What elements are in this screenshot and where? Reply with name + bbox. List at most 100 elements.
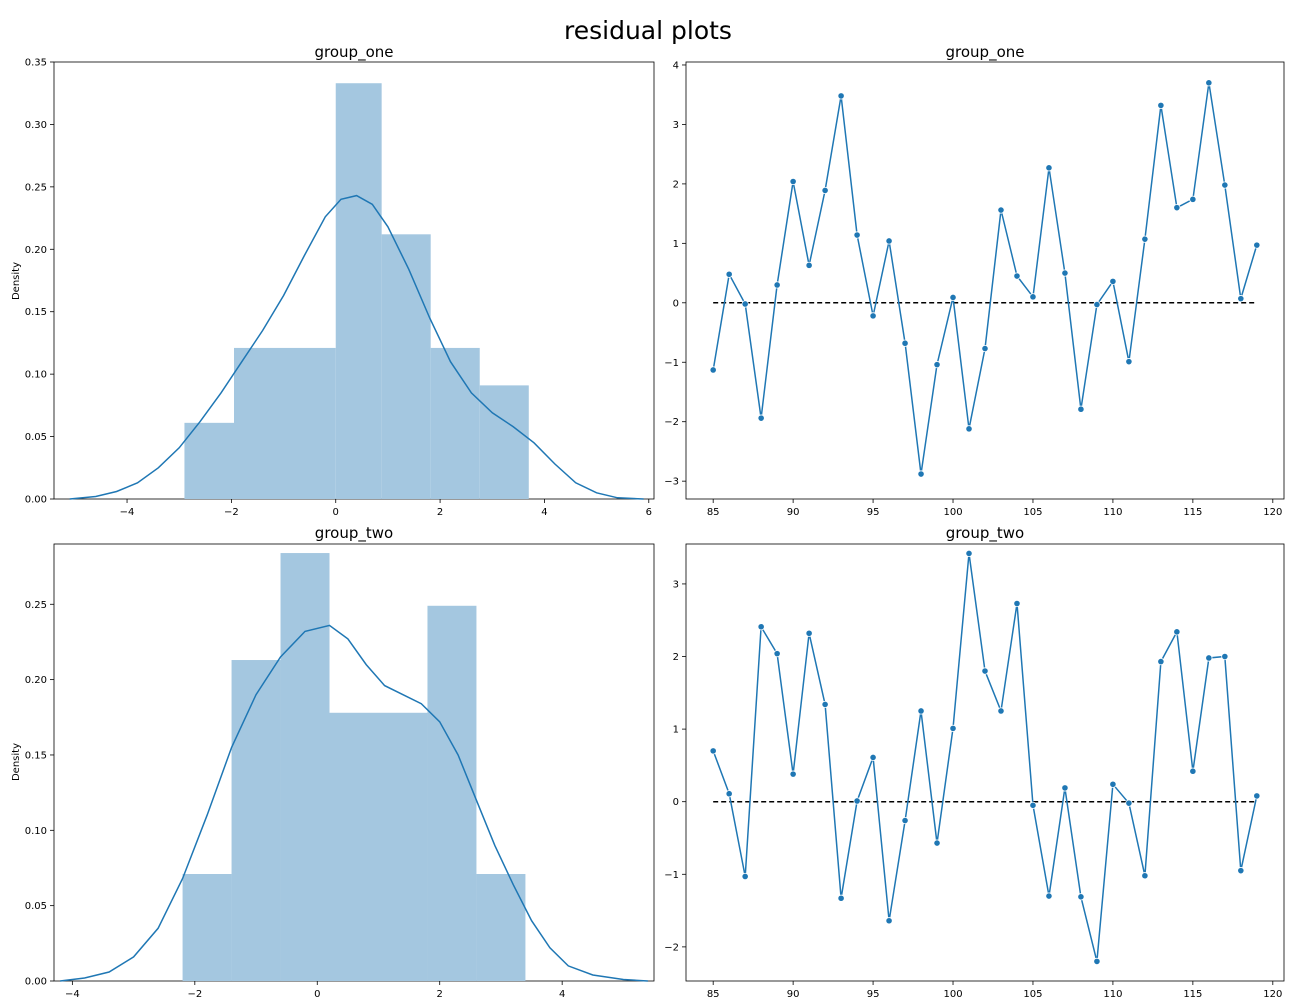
residuals-group-one-point (709, 366, 717, 374)
residuals-group-one-point (949, 293, 957, 302)
residuals-group-one-point (805, 261, 813, 269)
histogram-group-two-ytick-label: 0.15 (25, 750, 47, 761)
histogram-group-one-xtick-label: −4 (120, 507, 135, 518)
histogram-group-two-xtick-label: 2 (437, 989, 443, 1000)
residuals-group-one-point (965, 425, 973, 433)
residuals-group-two-point (997, 707, 1005, 715)
residuals-group-one-point (901, 339, 909, 347)
residuals-group-two-xtick-label: 90 (787, 989, 800, 1000)
residuals-group-one-ytick-label: −2 (664, 417, 679, 428)
residuals-group-two-point (789, 770, 797, 778)
histogram-group-one-ytick-label: 0.30 (25, 120, 47, 131)
residuals-group-two-point (1237, 867, 1245, 875)
residuals-group-two-point (709, 747, 717, 755)
residuals-group-one-point (725, 270, 733, 278)
residuals-group-two-point (1045, 892, 1053, 900)
residuals-group-two-xtick-label: 100 (943, 989, 962, 1000)
residuals-group-two-xtick-label: 120 (1263, 989, 1282, 1000)
residuals-group-two-xtick-label: 110 (1103, 989, 1122, 1000)
residuals-group-two-ytick-label: −2 (664, 942, 679, 953)
residuals-group-two-ytick-label: 0 (673, 797, 679, 808)
residuals-group-two-point (725, 790, 733, 798)
residuals-group-two-point (1061, 784, 1069, 792)
residuals-group-one-point (853, 231, 861, 239)
residuals-group-one-ytick-label: 4 (673, 60, 679, 71)
histogram-group-two-bin-bar (476, 874, 526, 981)
residuals-group-two-point (949, 724, 957, 732)
residuals-group-one-ytick-label: 3 (673, 120, 679, 131)
residuals-group-one-point (1013, 272, 1021, 280)
histogram-group-two-title: group_two (315, 524, 393, 543)
residuals-group-two-point (933, 839, 941, 847)
residuals-group-one-point (1141, 235, 1149, 243)
residuals-group-two-point (1221, 652, 1229, 661)
residuals-group-two-axes-frame (685, 543, 1285, 982)
residuals-group-one-xtick-label: 105 (1023, 507, 1042, 518)
histogram-group-one-ytick-label: 0.15 (25, 307, 47, 318)
residuals-group-two-xtick-label: 105 (1023, 989, 1042, 1000)
residuals-group-one-point (1253, 241, 1261, 249)
residuals-group-two-point (885, 917, 893, 925)
residuals-group-two-point (1141, 872, 1149, 880)
residuals-group-one-point (757, 414, 765, 422)
residuals-group-one-point (1125, 358, 1133, 366)
histogram-group-two-kde-curve (60, 624, 648, 982)
histogram-group-two-xtick-label: −4 (65, 989, 80, 1000)
residuals-group-one-title: group_one (946, 43, 1025, 62)
residuals-group-one-point (1077, 405, 1085, 413)
residuals-group-two-point (917, 707, 925, 715)
histogram-group-one-bin-bar (381, 234, 431, 499)
histogram-group-one-xtick-label: −2 (224, 507, 239, 518)
residuals-group-one-point (1061, 269, 1069, 277)
residuals-group-two-xtick-label: 95 (867, 989, 880, 1000)
residuals-group-two-point (1077, 893, 1085, 901)
residuals-group-two-point (981, 667, 989, 675)
histogram-group-one-kde-curve (69, 194, 644, 500)
residuals-group-one-xtick-label: 95 (867, 507, 880, 518)
histogram-group-one-bin-bar (234, 347, 336, 499)
residuals-group-two-ytick-label: 2 (673, 652, 679, 663)
residuals-group-two-point (853, 797, 861, 805)
residuals-group-two-title: group_two (946, 524, 1024, 543)
residuals-group-one-point (869, 312, 877, 320)
residuals-group-one-xtick-label: 85 (707, 507, 720, 518)
histogram-group-one-ytick-label: 0.25 (25, 182, 47, 193)
histogram-group-one-bin-bar (430, 347, 480, 499)
residuals-group-two-point (741, 872, 749, 881)
residuals-group-two-point (1205, 654, 1213, 662)
histogram-group-two-ytick-label: 0.00 (25, 977, 47, 988)
histogram-group-two-ytick-label: 0.20 (25, 675, 47, 686)
histogram-group-two-ytick-label: 0.25 (25, 600, 47, 611)
residuals-group-one-point (1029, 293, 1037, 301)
histogram-group-one-title: group_one (315, 43, 394, 62)
histogram-group-two-bin-bar (280, 553, 330, 981)
residuals-group-one-xtick-label: 115 (1183, 507, 1202, 518)
residuals-group-one-xtick-label: 90 (787, 507, 800, 518)
residuals-group-one-point (997, 206, 1005, 214)
histogram-group-two-xtick-label: 4 (559, 989, 565, 1000)
residuals-group-one-point (1173, 204, 1181, 212)
histogram-group-two-ytick-label: 0.10 (25, 826, 47, 837)
residuals-group-one-point (933, 361, 941, 369)
residuals-group-one-point (1221, 181, 1229, 189)
residuals-group-one-xtick-label: 100 (943, 507, 962, 518)
histogram-group-one-xtick-label: 0 (333, 507, 339, 518)
residuals-group-one-point (837, 92, 845, 100)
residuals-group-one-ytick-label: 2 (673, 179, 679, 190)
residuals-group-two-point (965, 549, 973, 558)
histogram-group-two-xtick-label: −2 (187, 989, 202, 1000)
histogram-group-one-ytick-label: 0.20 (25, 245, 47, 256)
residuals-group-two-point (1109, 780, 1117, 788)
residuals-group-one-point (1045, 164, 1053, 172)
residuals-group-two-ytick-label: 1 (673, 725, 679, 736)
histogram-group-two-panel: group_two Density −4 −2 0 2 4 0.00 0.05 0.10 0.1… (11, 524, 655, 1000)
residuals-group-one-ytick-label: 0 (673, 298, 679, 309)
histogram-group-one-ytick-label: 0.00 (25, 495, 47, 506)
residuals-group-one-point (789, 177, 797, 186)
residuals-group-one-point (1093, 300, 1101, 309)
residuals-group-one-panel: group_one 85 90 95 100 105 110 115 120 −3 −2 −1 0 1 2… (664, 43, 1285, 518)
histogram-group-one-bin-bar (335, 83, 382, 500)
residuals-group-two-point (1013, 599, 1021, 608)
residuals-group-one-point (1189, 195, 1197, 203)
